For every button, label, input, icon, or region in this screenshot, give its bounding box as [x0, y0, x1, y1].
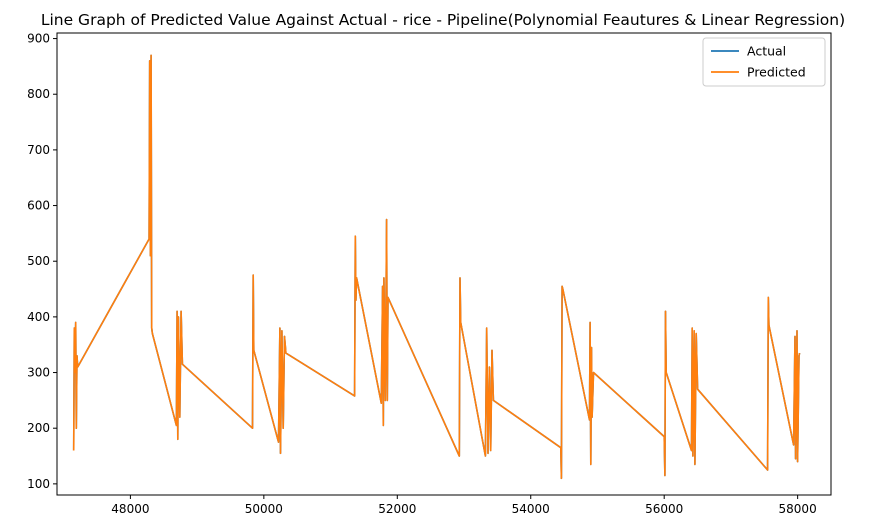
legend-label-actual: Actual — [747, 44, 786, 59]
x-tick-label: 58000 — [779, 502, 817, 516]
legend-label-predicted: Predicted — [747, 65, 806, 80]
y-tick-label: 700 — [27, 143, 50, 157]
axes-frame — [56, 32, 832, 496]
y-tick-label: 400 — [27, 310, 50, 324]
series-line-predicted — [72, 54, 801, 480]
x-tick-label: 54000 — [512, 502, 550, 516]
legend-box — [702, 37, 826, 87]
y-tick-label: 300 — [27, 366, 50, 380]
series-line-actual — [72, 54, 801, 480]
chart-title: Line Graph of Predicted Value Against Ac… — [41, 11, 845, 29]
x-tick-label: 52000 — [378, 502, 416, 516]
x-tick-label: 48000 — [111, 502, 149, 516]
y-tick-label: 100 — [27, 477, 50, 491]
y-tick-label: 500 — [27, 254, 50, 268]
legend: Actual Predicted — [702, 37, 826, 87]
y-tick-label: 200 — [27, 421, 50, 435]
x-tick-label: 56000 — [645, 502, 683, 516]
plot-area — [72, 54, 801, 480]
x-tick-label: 50000 — [245, 502, 283, 516]
y-tick-label: 800 — [27, 87, 50, 101]
y-tick-label: 900 — [27, 32, 50, 46]
y-tick-label: 600 — [27, 199, 50, 213]
y-axis: 100 200 300 400 500 600 700 800 900 — [27, 32, 57, 491]
x-axis: 48000 50000 52000 54000 56000 58000 — [111, 495, 817, 516]
